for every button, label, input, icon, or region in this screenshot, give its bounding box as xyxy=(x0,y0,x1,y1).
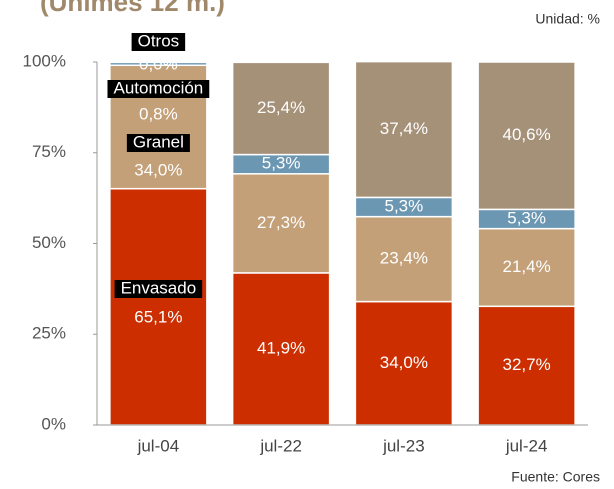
y-tick-label: 0% xyxy=(41,414,66,433)
value-label: 0,8% xyxy=(139,104,178,123)
value-label: 25,4% xyxy=(257,98,305,117)
legend-entry: Automoción xyxy=(107,78,210,98)
value-label: 40,6% xyxy=(503,125,551,144)
source: Fuente: Cores xyxy=(511,469,600,485)
y-tick-label: 50% xyxy=(32,233,66,252)
x-tick-label: jul-04 xyxy=(137,436,180,455)
legend-label: Envasado xyxy=(121,278,197,297)
bar-segment xyxy=(354,300,454,426)
value-label: 5,3% xyxy=(507,208,546,227)
chart-title: (Unimes 12 m.) xyxy=(40,0,225,17)
bar-segment xyxy=(231,61,331,156)
y-tick-label: 75% xyxy=(32,142,66,161)
value-label: 23,4% xyxy=(380,249,428,268)
legend-box xyxy=(107,80,210,98)
legend-label: Automoción xyxy=(113,78,203,97)
legend-label: Granel xyxy=(133,132,184,151)
legend-box xyxy=(131,33,186,51)
value-label: 27,3% xyxy=(257,213,305,232)
value-label: 0,0% xyxy=(139,54,178,73)
value-label: 37,4% xyxy=(380,119,428,138)
legend-label: Otros xyxy=(138,31,180,50)
y-tick-label: 25% xyxy=(32,324,66,343)
value-label: 34,0% xyxy=(380,353,428,372)
bar-segment xyxy=(477,61,576,211)
legend-box xyxy=(114,280,203,298)
legend-box xyxy=(126,134,190,152)
legend-entry: Envasado xyxy=(114,278,203,298)
value-label: 5,3% xyxy=(262,154,301,173)
bar-segment xyxy=(477,227,576,308)
bar-segment xyxy=(354,60,454,199)
value-label: 41,9% xyxy=(257,338,305,357)
y-tick-label: 100% xyxy=(23,51,66,70)
bar-segment xyxy=(231,173,331,274)
value-label: 21,4% xyxy=(503,257,551,276)
value-label: 5,3% xyxy=(385,197,424,216)
bar-segment xyxy=(109,61,208,67)
value-label: 65,1% xyxy=(134,307,182,326)
legend-entry: Otros xyxy=(131,31,186,51)
legend-entry: Granel xyxy=(126,132,190,152)
bar-segment xyxy=(109,187,208,426)
bar-segment xyxy=(477,305,576,426)
value-label: 34,0% xyxy=(134,160,182,179)
bar-segment xyxy=(354,215,454,303)
bar-segment xyxy=(231,272,331,426)
value-label: 32,7% xyxy=(503,355,551,374)
x-tick-label: jul-23 xyxy=(382,436,425,455)
x-tick-label: jul-22 xyxy=(259,436,302,455)
x-tick-label: jul-24 xyxy=(505,436,548,455)
unit-note: Unidad: % xyxy=(535,11,600,27)
